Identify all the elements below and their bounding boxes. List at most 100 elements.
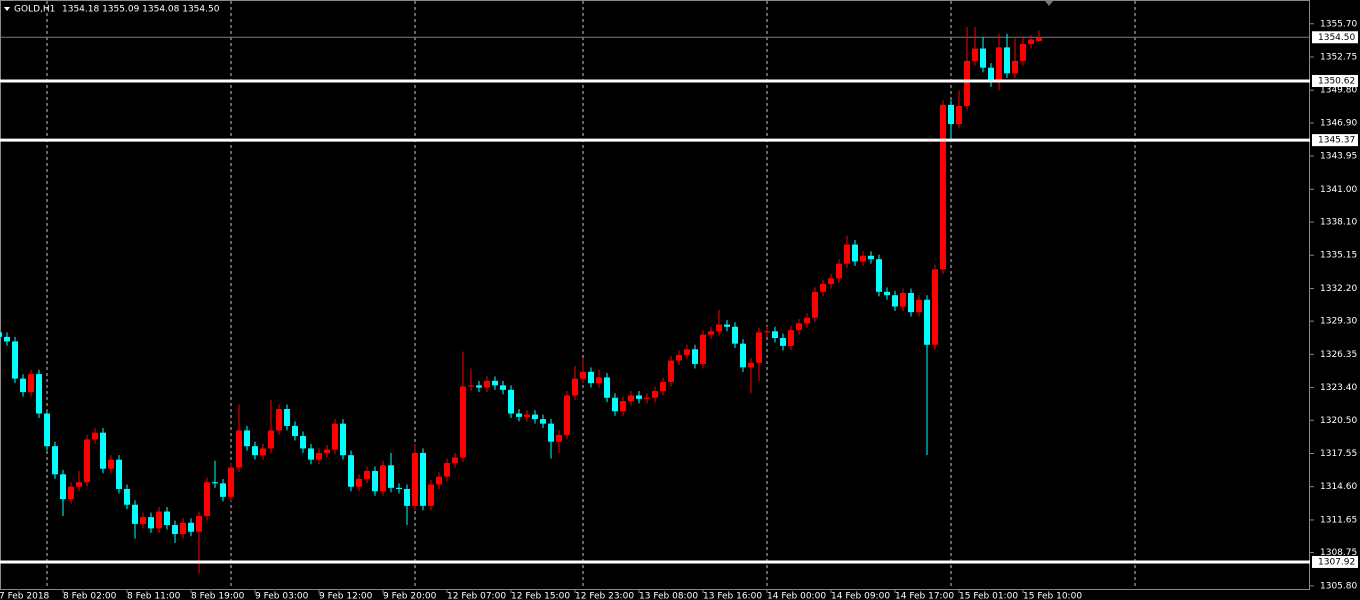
candle-body — [124, 488, 130, 505]
candle-body — [580, 371, 586, 379]
candle-body — [764, 331, 770, 333]
y-tick-label: 1311.65 — [1320, 515, 1357, 525]
candle-body — [348, 455, 354, 487]
candle-body — [404, 488, 410, 506]
candle-body — [980, 48, 986, 68]
candle-body — [732, 326, 738, 344]
candle-body — [460, 386, 466, 458]
candle-body — [172, 525, 178, 535]
candle-body — [636, 395, 642, 399]
candle-body — [804, 317, 810, 324]
candle-body — [812, 291, 818, 318]
candle-body — [788, 330, 794, 346]
candle-body — [860, 255, 866, 262]
candle-body — [540, 419, 546, 424]
candle-body — [572, 378, 578, 396]
candle-body — [892, 295, 898, 307]
candle-body — [444, 463, 450, 477]
y-tick-label: 1329.30 — [1320, 317, 1357, 327]
candle-body — [508, 389, 514, 414]
candle-body — [468, 385, 474, 387]
candle-body — [84, 439, 90, 483]
level-label: 1307.92 — [1318, 557, 1355, 567]
level-label: 1350.62 — [1318, 76, 1355, 86]
candle-body — [884, 291, 890, 296]
x-tick-label: 8 Feb 11:00 — [127, 592, 181, 600]
candle-body — [260, 448, 266, 456]
candle-body — [356, 478, 362, 487]
candle-body — [100, 432, 106, 469]
candle-body — [44, 413, 50, 447]
candle-body — [828, 278, 834, 284]
x-tick-label: 14 Feb 17:00 — [895, 592, 954, 600]
y-tick-label: 1314.60 — [1320, 482, 1357, 492]
y-tick-label: 1352.75 — [1320, 52, 1357, 62]
candle-body — [284, 408, 290, 426]
symbol-title: GOLD,H1 — [14, 5, 55, 15]
candle-body — [36, 374, 42, 414]
candle-body — [276, 408, 282, 431]
candle-body — [964, 60, 970, 106]
level-label: 1345.37 — [1318, 136, 1355, 146]
candle-body — [1012, 60, 1018, 74]
shift-marker — [1045, 1, 1053, 6]
candle-body — [588, 371, 594, 384]
candle-body — [1036, 37, 1042, 41]
plot-frame — [0, 0, 1310, 590]
candle-body — [452, 457, 458, 464]
candle-body — [748, 362, 754, 368]
y-tick-label: 1338.10 — [1320, 218, 1357, 228]
menu-arrow[interactable] — [4, 7, 10, 11]
y-tick-label: 1341.00 — [1320, 185, 1357, 195]
candle-body — [332, 423, 338, 450]
candle-body — [932, 269, 938, 345]
candle-body — [940, 104, 946, 270]
candle-body — [852, 244, 858, 262]
candle-body — [4, 336, 10, 342]
candle-body — [0, 332, 2, 337]
candle-body — [108, 459, 114, 469]
x-tick-label: 7 Feb 2018 — [0, 592, 50, 600]
candle-body — [756, 332, 762, 363]
candle-body — [620, 401, 626, 412]
candle-body — [292, 425, 298, 437]
level-label-box — [1312, 134, 1358, 147]
candle-body — [12, 341, 18, 379]
candle-body — [916, 299, 922, 313]
candle-body — [868, 255, 874, 260]
current-price-label: 1354.50 — [1318, 33, 1355, 43]
candle-body — [148, 517, 154, 529]
candle-body — [740, 343, 746, 368]
candle-body — [604, 377, 610, 398]
candle-body — [196, 516, 202, 532]
candle-body — [556, 434, 562, 442]
candle-body — [476, 385, 482, 388]
candle-body — [524, 414, 530, 417]
candle-body — [780, 338, 786, 346]
candle-body — [564, 395, 570, 435]
candle-body — [364, 470, 370, 479]
x-tick-label: 13 Feb 16:00 — [703, 592, 762, 600]
level-label-box — [1312, 555, 1358, 568]
candle-body — [876, 259, 882, 292]
candle-body — [596, 377, 602, 384]
x-tick-label: 9 Feb 20:00 — [383, 592, 437, 600]
candle-body — [956, 105, 962, 125]
x-tick-label: 13 Feb 08:00 — [639, 592, 698, 600]
ohlc-text: 1354.18 1355.09 1354.08 1354.50 — [62, 5, 220, 15]
x-tick-label: 15 Feb 10:00 — [1023, 592, 1082, 600]
candle-body — [652, 390, 658, 398]
candle-body — [204, 482, 210, 517]
level-label-box — [1312, 74, 1358, 87]
candle-body — [28, 374, 34, 393]
candle-body — [388, 465, 394, 488]
candle-body — [156, 511, 162, 529]
y-tick-label: 1355.70 — [1320, 19, 1357, 29]
x-tick-label: 12 Feb 07:00 — [447, 592, 506, 600]
candle-body — [76, 482, 82, 487]
candle-body — [948, 104, 954, 125]
candle-body — [220, 483, 226, 497]
